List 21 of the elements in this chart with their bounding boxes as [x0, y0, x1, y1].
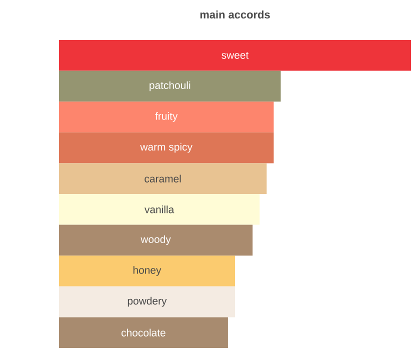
y-tick-label: woody	[140, 235, 171, 246]
y-tick-label: caramel	[144, 174, 181, 182]
bar	[59, 102, 274, 132]
bar	[59, 224, 253, 256]
y-tick-label: warm spicy	[140, 142, 192, 153]
bar	[59, 286, 236, 318]
y-tick-label: honey	[133, 266, 162, 276]
y-tick-label: chocolate	[122, 328, 166, 336]
bar	[59, 40, 412, 71]
bar	[59, 70, 281, 102]
bar	[59, 256, 236, 286]
bar	[59, 163, 267, 194]
y-tick-label: powdery	[128, 296, 167, 307]
bar	[59, 317, 228, 348]
y-tick-label: vanilla	[144, 206, 174, 214]
y-tick-label: sweet	[222, 52, 249, 59]
y-tick-label: fruity	[155, 112, 178, 122]
chart-title: main accords	[200, 10, 270, 18]
bar	[59, 132, 274, 164]
y-tick-label: patchouli	[150, 81, 190, 92]
bar	[59, 194, 260, 225]
